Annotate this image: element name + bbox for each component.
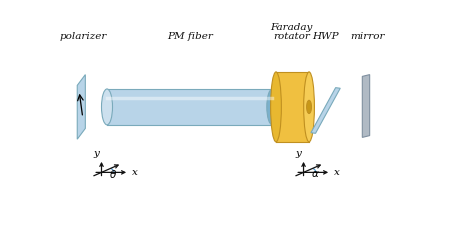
Ellipse shape (307, 100, 311, 113)
Text: $\theta$: $\theta$ (109, 168, 117, 180)
Text: x: x (132, 168, 138, 177)
Polygon shape (362, 75, 370, 137)
Ellipse shape (271, 72, 282, 142)
Text: x: x (334, 168, 340, 177)
Polygon shape (276, 72, 309, 142)
Polygon shape (311, 88, 340, 133)
Text: polarizer: polarizer (59, 31, 107, 41)
Ellipse shape (304, 72, 314, 142)
Text: y: y (296, 149, 301, 158)
Ellipse shape (267, 89, 278, 125)
Text: $\alpha$: $\alpha$ (311, 169, 319, 179)
Polygon shape (77, 75, 85, 139)
Ellipse shape (101, 89, 112, 125)
Text: rotator: rotator (273, 31, 310, 41)
Text: Faraday: Faraday (271, 24, 313, 32)
Text: y: y (94, 149, 100, 158)
Text: PM fiber: PM fiber (167, 31, 213, 41)
Polygon shape (107, 89, 272, 125)
Text: HWP: HWP (312, 31, 339, 41)
Text: mirror: mirror (350, 31, 384, 41)
